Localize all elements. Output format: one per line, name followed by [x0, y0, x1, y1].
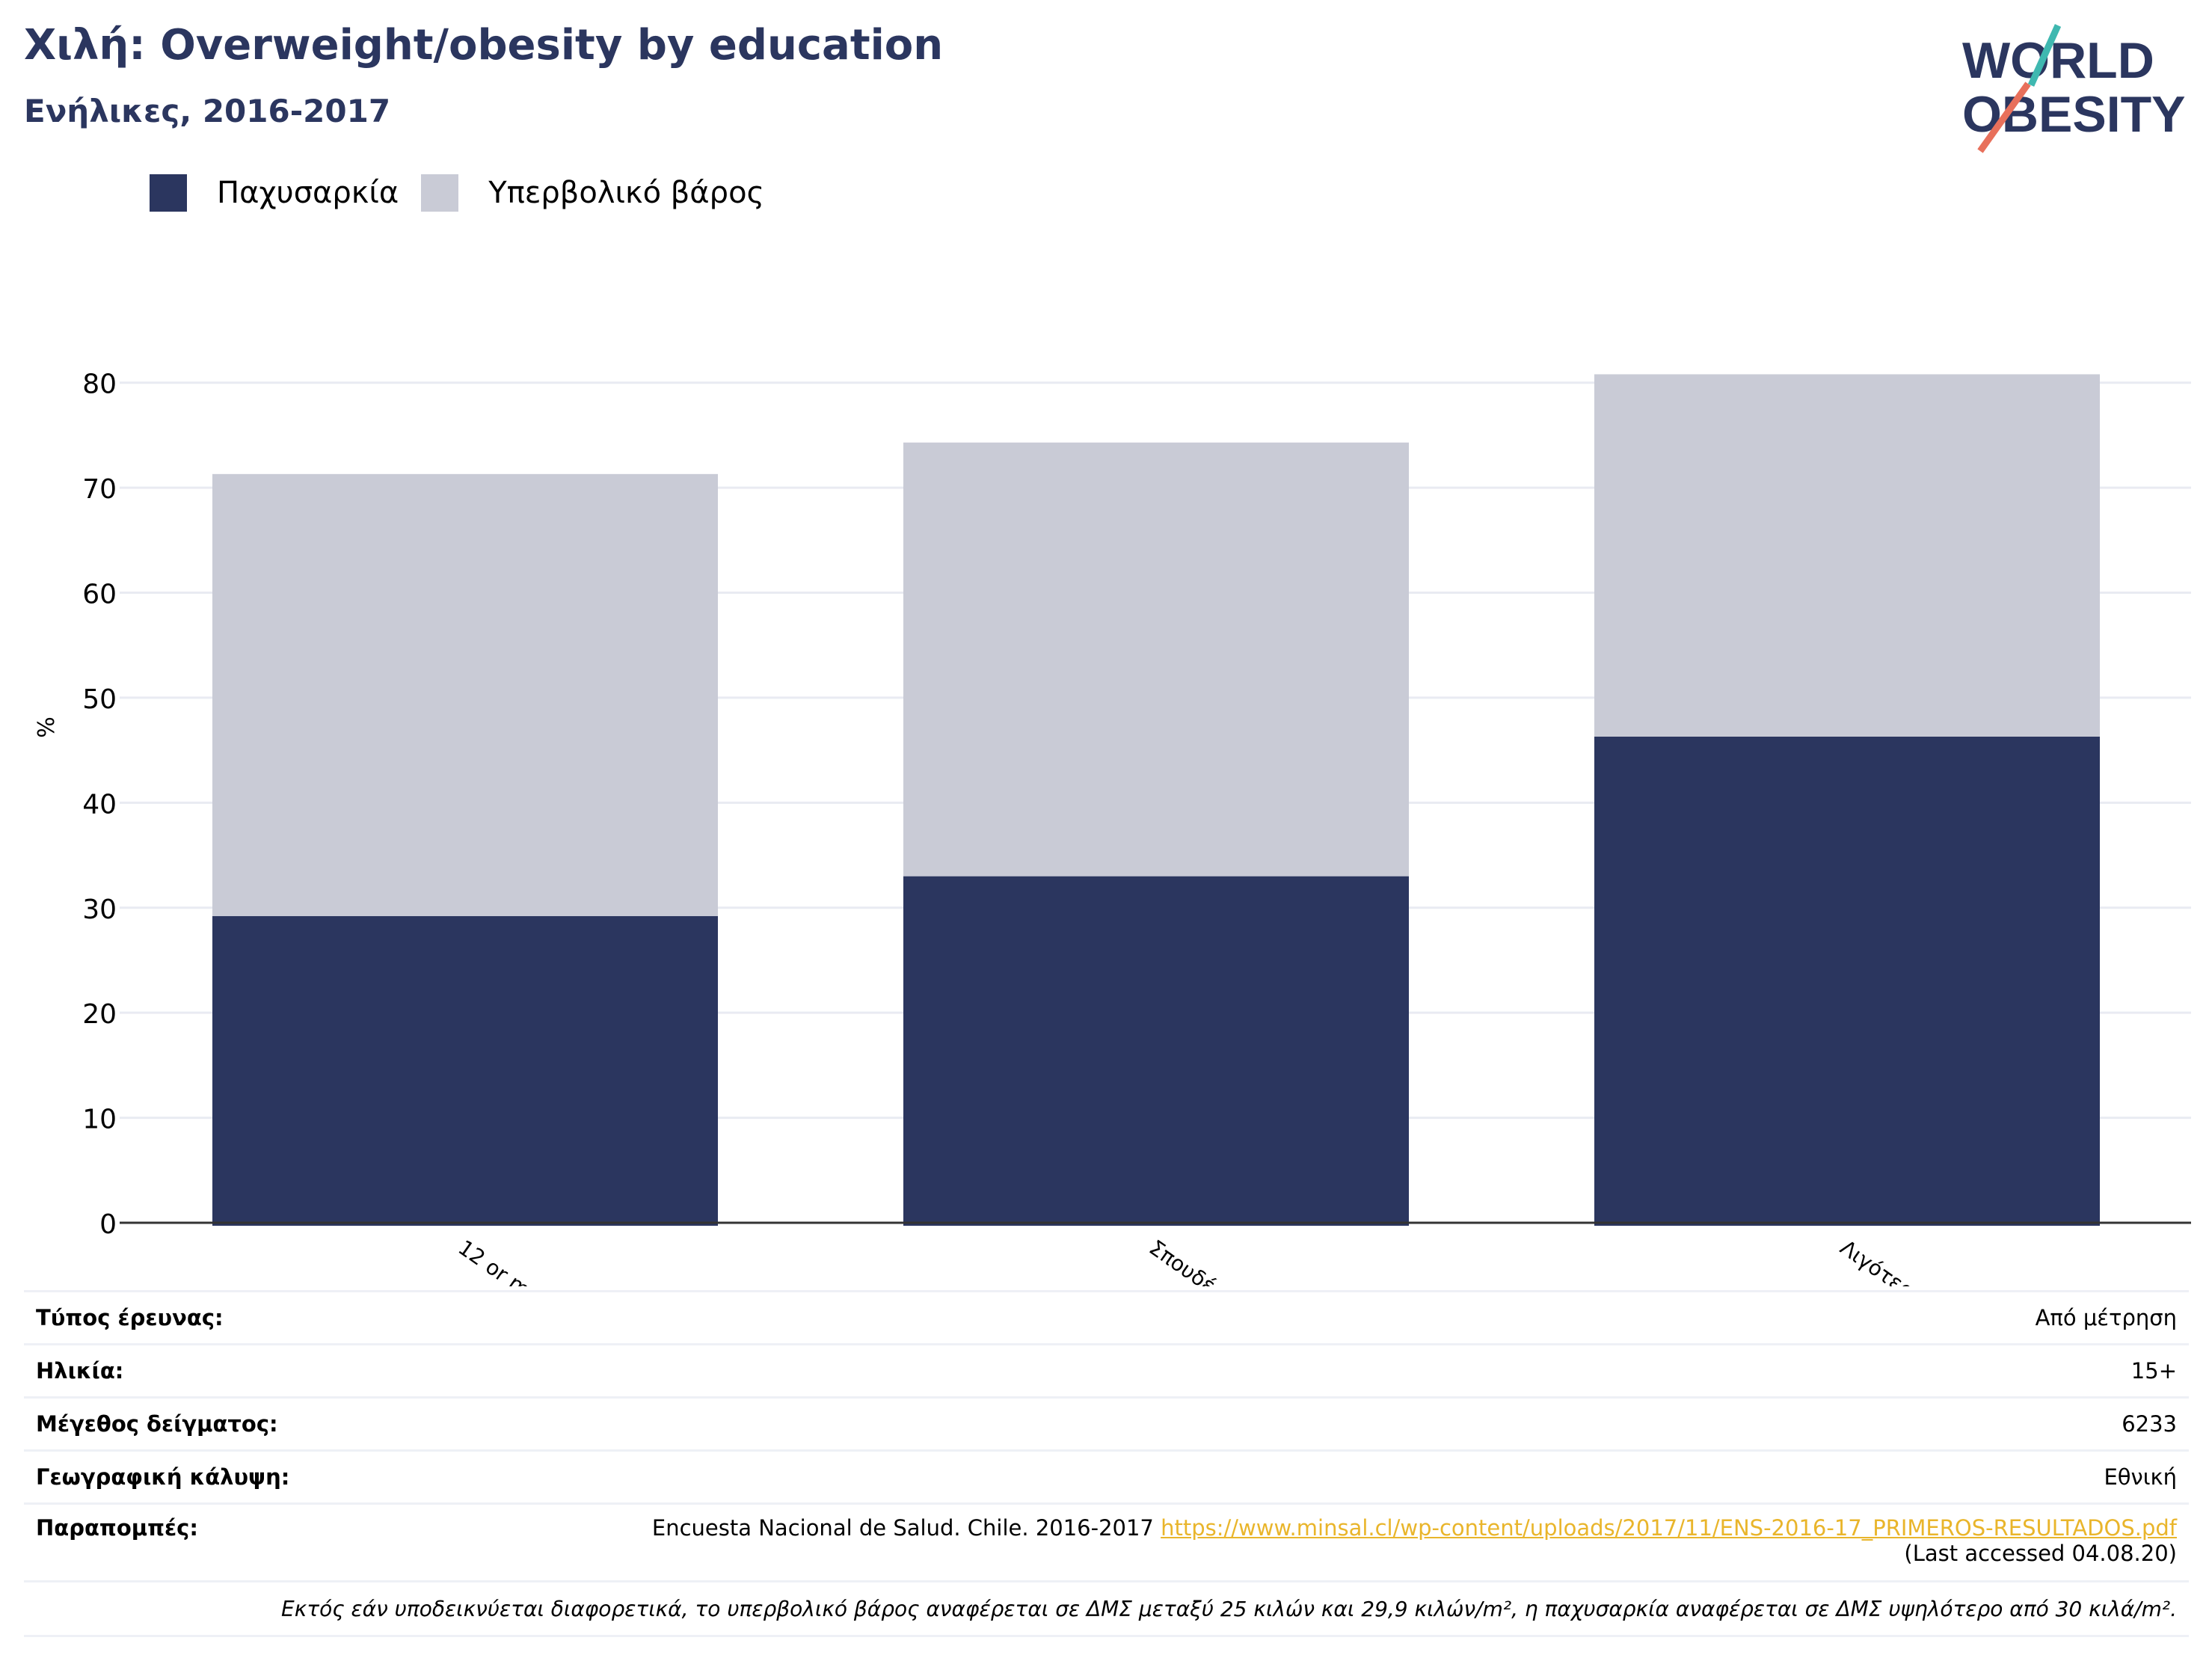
bar-overweight: [903, 442, 1409, 877]
legend-label-obesity: Παχυσαρκία: [217, 176, 399, 210]
reference-link[interactable]: https://www.minsal.cl/wp-content/uploads…: [1161, 1515, 2177, 1541]
meta-row-survey-type: Τύπος έρευνας: Από μέτρηση: [24, 1290, 2189, 1343]
reference-accessed: (Last accessed 04.08.20): [1904, 1541, 2177, 1566]
legend-label-overweight: Υπερβολικό βάρος: [488, 176, 765, 210]
bar-overweight: [212, 473, 718, 916]
legend-item-obesity[interactable]: Παχυσαρκία: [150, 174, 399, 212]
logo-text-obesity: OBESITY: [1962, 86, 2186, 143]
legend-swatch-obesity: [150, 174, 187, 212]
y-tick-label: 0: [99, 1209, 117, 1240]
chart-subtitle: Ενήλικες, 2016-2017: [24, 93, 391, 129]
bar-obesity: [212, 915, 718, 1226]
logo-slash-coral: [1977, 82, 2031, 153]
bmi-footnote: Εκτός εάν υποδεικνύεται διαφορετικά, το …: [24, 1580, 2189, 1637]
y-tick-label: 60: [82, 580, 117, 610]
meta-key-references: Παραπομπές:: [36, 1515, 198, 1541]
y-tick-label: 20: [82, 999, 117, 1030]
y-tick-label: 40: [82, 789, 117, 820]
meta-key-coverage: Γεωγραφική κάλυψη:: [36, 1464, 290, 1490]
meta-key-sample-size: Μέγεθος δείγματος:: [36, 1411, 278, 1437]
meta-value-sample-size: 6233: [2122, 1411, 2177, 1437]
meta-row-age: Ηλικία: 15+: [24, 1343, 2189, 1396]
reference-line: Encuesta Nacional de Salud. Chile. 2016-…: [652, 1515, 2177, 1541]
meta-row-coverage: Γεωγραφική κάλυψη: Εθνική: [24, 1449, 2189, 1502]
bar-obesity: [1594, 736, 2100, 1226]
y-axis-label: %: [34, 716, 60, 738]
bar-overweight: [1594, 374, 2100, 737]
x-tick-label: Σπουδές διάρκειας μεταξύ 8 και 12 ετών: [1145, 1235, 1513, 1286]
x-tick-label: 12 or more years of study: [454, 1235, 690, 1286]
logo-text-world: WORLD: [1962, 32, 2154, 89]
y-tick-label: 30: [82, 894, 117, 925]
logo-slash-teal: [2027, 24, 2062, 87]
reference-source: Encuesta Nacional de Salud. Chile. 2016-…: [651, 1515, 1161, 1541]
legend-swatch-overweight: [421, 174, 459, 212]
meta-key-survey-type: Τύπος έρευνας:: [36, 1305, 224, 1330]
y-tick-label: 80: [82, 369, 117, 400]
y-tick-label: 10: [82, 1105, 117, 1135]
y-tick-label: 70: [82, 474, 117, 505]
legend: Παχυσαρκία Υπερβολικό βάρος: [150, 174, 787, 212]
meta-row-references: Παραπομπές: Encuesta Nacional de Salud. …: [24, 1502, 2189, 1580]
meta-key-age: Ηλικία:: [36, 1358, 124, 1384]
stacked-bar-chart: 0 10 20 30 40 50 60 70 80% 12 or more years of st…: [34, 369, 2191, 1286]
meta-value-coverage: Εθνική: [2104, 1464, 2177, 1490]
bar-obesity: [903, 876, 1409, 1226]
chart-title: Χιλή: Overweight/obesity by education: [24, 21, 944, 70]
x-tick-label: Λιγότερα από 8 έτη σπουδών: [1836, 1235, 2101, 1286]
y-tick-label: 50: [82, 684, 117, 715]
metadata-table: Τύπος έρευνας: Από μέτρηση Ηλικία: 15+ Μ…: [24, 1290, 2189, 1637]
legend-item-overweight[interactable]: Υπερβολικό βάρος: [421, 174, 764, 212]
meta-row-sample-size: Μέγεθος δείγματος: 6233: [24, 1396, 2189, 1449]
world-obesity-logo: WORLD OBESITY: [1962, 24, 2186, 153]
meta-value-age: 15+: [2130, 1358, 2177, 1384]
meta-value-references: Encuesta Nacional de Salud. Chile. 2016-…: [652, 1515, 2189, 1566]
meta-value-survey-type: Από μέτρηση: [2035, 1305, 2177, 1330]
